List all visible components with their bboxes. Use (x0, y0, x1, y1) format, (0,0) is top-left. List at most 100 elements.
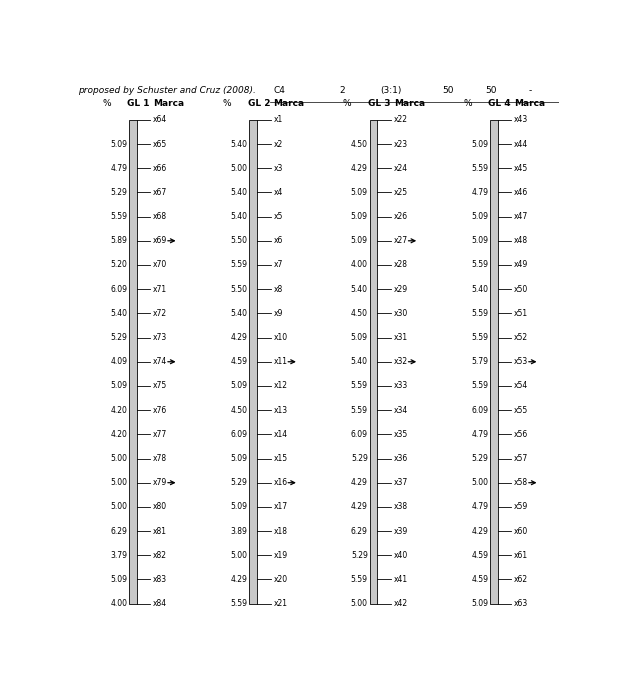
Text: x54: x54 (514, 382, 528, 391)
Text: x61: x61 (514, 551, 528, 559)
Text: x39: x39 (394, 526, 408, 535)
Text: x24: x24 (394, 164, 408, 173)
Text: x37: x37 (394, 478, 408, 487)
Text: x7: x7 (273, 260, 283, 269)
Text: 4.50: 4.50 (230, 406, 248, 415)
Text: 3.89: 3.89 (230, 526, 248, 535)
Text: x62: x62 (514, 575, 528, 584)
Text: 5.00: 5.00 (351, 599, 368, 608)
Text: x46: x46 (514, 188, 528, 197)
Text: Marca: Marca (153, 99, 184, 108)
Text: 5.09: 5.09 (351, 188, 368, 197)
Text: x36: x36 (394, 454, 408, 463)
Text: 6.09: 6.09 (230, 430, 248, 439)
Text: x64: x64 (153, 115, 168, 124)
Text: x60: x60 (514, 526, 528, 535)
Text: 4.59: 4.59 (230, 357, 248, 367)
Text: x55: x55 (514, 406, 528, 415)
Text: 5.00: 5.00 (110, 502, 127, 511)
Text: x8: x8 (273, 285, 283, 294)
Text: GL 3: GL 3 (368, 99, 391, 108)
Text: x22: x22 (394, 115, 408, 124)
Text: x30: x30 (394, 309, 408, 318)
Text: x79: x79 (153, 478, 168, 487)
Text: 5.00: 5.00 (471, 478, 488, 487)
Text: 5.59: 5.59 (351, 575, 368, 584)
Text: x72: x72 (153, 309, 167, 318)
Text: 5.59: 5.59 (230, 599, 248, 608)
Text: x27: x27 (394, 236, 408, 245)
Text: 5.29: 5.29 (230, 478, 248, 487)
Text: proposed by Schuster and Cruz (2008).: proposed by Schuster and Cruz (2008). (78, 86, 255, 95)
Text: 5.40: 5.40 (110, 309, 127, 318)
Text: x11: x11 (273, 357, 288, 367)
Text: 5.40: 5.40 (230, 309, 248, 318)
Text: x53: x53 (514, 357, 528, 367)
Text: 5.09: 5.09 (110, 575, 127, 584)
Text: GL 4: GL 4 (488, 99, 511, 108)
Text: x47: x47 (514, 212, 528, 221)
Text: x49: x49 (514, 260, 528, 269)
Text: 5.09: 5.09 (230, 502, 248, 511)
Text: 3.79: 3.79 (110, 551, 127, 559)
Text: 4.29: 4.29 (471, 526, 488, 535)
Text: x68: x68 (153, 212, 167, 221)
Text: x13: x13 (273, 406, 288, 415)
Text: 5.59: 5.59 (471, 382, 488, 391)
Text: 4.59: 4.59 (471, 575, 488, 584)
Text: GL 1: GL 1 (127, 99, 150, 108)
Text: 5.59: 5.59 (471, 333, 488, 342)
Text: -: - (528, 86, 532, 95)
Text: 4.79: 4.79 (110, 164, 127, 173)
Text: 4.09: 4.09 (110, 357, 127, 367)
Text: 5.29: 5.29 (111, 333, 127, 342)
Text: 5.29: 5.29 (351, 551, 368, 559)
Text: x38: x38 (394, 502, 408, 511)
Text: x80: x80 (153, 502, 167, 511)
Text: x9: x9 (273, 309, 283, 318)
Text: 4.29: 4.29 (230, 333, 248, 342)
Text: x74: x74 (153, 357, 168, 367)
Text: x48: x48 (514, 236, 528, 245)
Text: x26: x26 (394, 212, 408, 221)
Text: 4.00: 4.00 (110, 599, 127, 608)
Text: 5.40: 5.40 (230, 139, 248, 149)
Text: 4.59: 4.59 (471, 551, 488, 559)
Text: x71: x71 (153, 285, 167, 294)
Text: 5.20: 5.20 (111, 260, 127, 269)
Text: 5.59: 5.59 (471, 309, 488, 318)
Text: 5.09: 5.09 (351, 212, 368, 221)
Text: x50: x50 (514, 285, 528, 294)
Text: x81: x81 (153, 526, 167, 535)
Text: 5.09: 5.09 (471, 139, 488, 149)
Text: 4.29: 4.29 (351, 478, 368, 487)
Text: x58: x58 (514, 478, 528, 487)
Text: x31: x31 (394, 333, 408, 342)
Text: x17: x17 (273, 502, 288, 511)
Text: x40: x40 (394, 551, 408, 559)
Text: x29: x29 (394, 285, 408, 294)
Text: 6.29: 6.29 (351, 526, 368, 535)
Text: x33: x33 (394, 382, 408, 391)
Text: 2: 2 (340, 86, 345, 95)
Text: 5.00: 5.00 (110, 478, 127, 487)
Text: 5.59: 5.59 (230, 260, 248, 269)
Text: x51: x51 (514, 309, 528, 318)
Text: x12: x12 (273, 382, 288, 391)
Text: x34: x34 (394, 406, 408, 415)
Text: 5.09: 5.09 (110, 139, 127, 149)
Text: x44: x44 (514, 139, 528, 149)
Text: x66: x66 (153, 164, 168, 173)
Text: x84: x84 (153, 599, 167, 608)
Text: x57: x57 (514, 454, 528, 463)
Text: %: % (463, 99, 472, 108)
Text: (3:1): (3:1) (380, 86, 401, 95)
Text: x3: x3 (273, 164, 283, 173)
Text: 5.40: 5.40 (351, 285, 368, 294)
Text: x19: x19 (273, 551, 288, 559)
Text: 4.00: 4.00 (351, 260, 368, 269)
Text: 4.29: 4.29 (351, 502, 368, 511)
Text: 5.09: 5.09 (110, 382, 127, 391)
Text: x63: x63 (514, 599, 528, 608)
Text: x73: x73 (153, 333, 168, 342)
